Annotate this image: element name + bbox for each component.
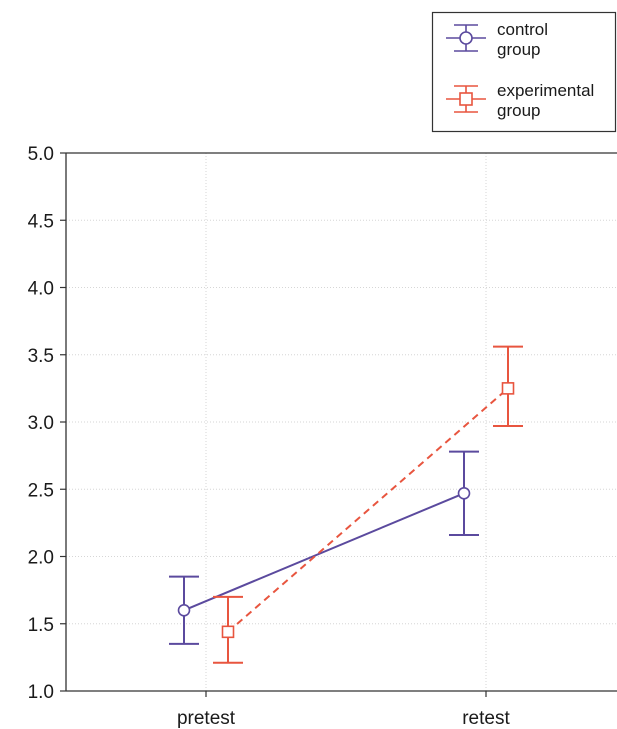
y-tick-label: 5.0 (28, 144, 54, 165)
data-point (221, 625, 235, 639)
legend-marker (459, 92, 473, 106)
series (169, 345, 523, 664)
legend-label: group (497, 40, 540, 59)
data-point (457, 486, 471, 500)
data-point (177, 603, 191, 617)
y-tick-label: 2.5 (28, 480, 54, 501)
grid (66, 153, 617, 691)
series-0 (169, 450, 479, 645)
legend-marker (459, 31, 473, 45)
legend-label: experimental (497, 81, 594, 100)
series-line (227, 387, 509, 633)
legend-label: control (497, 20, 548, 39)
x-tick-label: retest (462, 708, 510, 729)
y-tick-label: 1.0 (28, 682, 54, 703)
y-tick-label: 1.5 (28, 615, 54, 636)
x-tick-label: pretest (177, 708, 236, 729)
y-tick-label: 4.0 (28, 279, 54, 300)
y-tick-label: 3.5 (28, 346, 54, 367)
data-point (501, 382, 515, 395)
y-tick-label: 3.0 (28, 413, 54, 434)
y-tick-label: 2.0 (28, 548, 54, 569)
series-1 (213, 345, 523, 664)
series-line (183, 492, 465, 612)
legend-label: group (497, 101, 540, 120)
y-tick-label: 4.5 (28, 211, 54, 232)
axes: 1.0 1.5 2.0 2.5 3.0 3.5 4.0 4.5 5.0 pretest retest (28, 144, 617, 729)
